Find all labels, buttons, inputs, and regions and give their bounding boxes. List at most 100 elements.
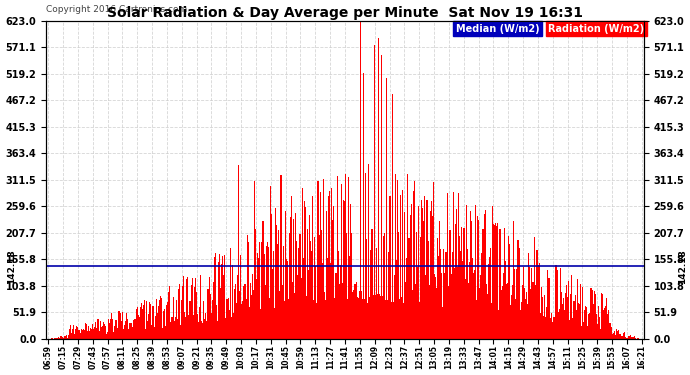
Bar <box>267 242 268 339</box>
Bar <box>359 291 360 339</box>
Bar <box>200 274 201 339</box>
Bar <box>582 287 583 339</box>
Bar <box>61 337 63 339</box>
Bar <box>341 184 342 339</box>
Bar <box>112 319 113 339</box>
Bar <box>619 334 620 339</box>
Bar <box>609 323 611 339</box>
Bar <box>164 309 165 339</box>
Bar <box>196 292 197 339</box>
Bar <box>538 265 539 339</box>
Bar <box>388 252 389 339</box>
Bar <box>236 303 237 339</box>
Bar <box>149 302 150 339</box>
Bar <box>579 304 580 339</box>
Bar <box>107 332 108 339</box>
Bar <box>160 296 161 339</box>
Bar <box>364 299 365 339</box>
Bar <box>339 265 341 339</box>
Bar <box>440 249 442 339</box>
Bar <box>484 210 486 339</box>
Bar <box>601 293 602 339</box>
Bar <box>57 338 59 339</box>
Bar <box>442 307 444 339</box>
Bar <box>127 320 128 339</box>
Bar <box>257 253 258 339</box>
Bar <box>335 273 337 339</box>
Bar <box>602 294 603 339</box>
Bar <box>633 337 634 339</box>
Bar <box>458 193 460 339</box>
Bar <box>273 251 274 339</box>
Bar <box>361 291 362 339</box>
Bar <box>140 307 141 339</box>
Bar <box>178 289 179 339</box>
Bar <box>523 267 524 339</box>
Bar <box>121 321 122 339</box>
Bar <box>520 310 521 339</box>
Bar <box>58 337 59 339</box>
Bar <box>491 303 492 339</box>
Bar <box>83 330 85 339</box>
Bar <box>502 273 504 339</box>
Bar <box>109 323 110 339</box>
Bar <box>135 309 137 339</box>
Bar <box>365 173 366 339</box>
Bar <box>101 326 103 339</box>
Bar <box>186 279 188 339</box>
Bar <box>159 300 160 339</box>
Bar <box>291 196 292 339</box>
Bar <box>541 286 542 339</box>
Bar <box>326 211 327 339</box>
Bar <box>197 315 198 339</box>
Bar <box>371 229 373 339</box>
Bar <box>591 290 593 339</box>
Bar <box>428 285 430 339</box>
Bar <box>454 268 455 339</box>
Bar <box>580 284 581 339</box>
Bar <box>156 298 157 339</box>
Bar <box>451 274 452 339</box>
Bar <box>303 258 304 339</box>
Bar <box>262 221 264 339</box>
Bar <box>535 285 537 339</box>
Bar <box>526 292 527 339</box>
Bar <box>95 322 97 339</box>
Bar <box>342 283 343 339</box>
Bar <box>575 310 577 339</box>
Bar <box>260 309 262 339</box>
Bar <box>555 266 557 339</box>
Bar <box>349 256 351 339</box>
Bar <box>494 225 495 339</box>
Bar <box>293 219 294 339</box>
Bar <box>430 211 431 339</box>
Bar <box>337 251 339 339</box>
Bar <box>346 232 347 339</box>
Bar <box>635 338 636 339</box>
Bar <box>629 335 631 339</box>
Bar <box>381 56 382 339</box>
Bar <box>269 298 270 339</box>
Bar <box>258 258 259 339</box>
Bar <box>377 294 378 339</box>
Bar <box>228 310 230 339</box>
Bar <box>401 297 402 339</box>
Bar <box>158 306 159 339</box>
Bar <box>604 308 605 339</box>
Bar <box>383 236 384 339</box>
Bar <box>403 303 404 339</box>
Bar <box>148 314 149 339</box>
Bar <box>504 228 505 339</box>
Bar <box>289 233 290 339</box>
Bar <box>417 267 418 339</box>
Bar <box>351 232 353 339</box>
Bar <box>254 181 255 339</box>
Bar <box>557 270 558 339</box>
Bar <box>132 327 133 339</box>
Bar <box>512 285 513 339</box>
Bar <box>363 74 364 339</box>
Bar <box>621 336 622 339</box>
Text: Copyright 2016 Cartronics.com: Copyright 2016 Cartronics.com <box>46 5 188 14</box>
Bar <box>478 220 480 339</box>
Bar <box>219 254 220 339</box>
